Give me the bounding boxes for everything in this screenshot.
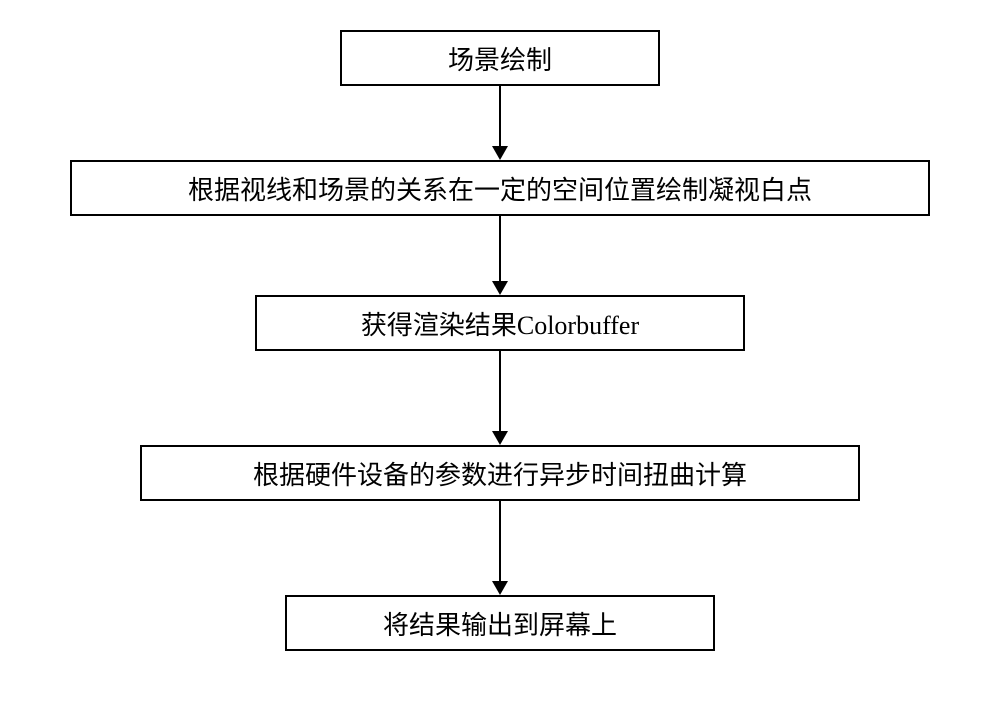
node-label: 场景绘制 — [448, 40, 552, 77]
node-label: 将结果输出到屏幕上 — [383, 605, 617, 642]
arrow-head-icon — [492, 431, 508, 445]
flowchart-node-3: 获得渲染结果Colorbuffer — [255, 295, 745, 351]
flowchart-arrow-1 — [492, 86, 508, 160]
flowchart-arrow-2 — [492, 216, 508, 295]
arrow-head-icon — [492, 581, 508, 595]
arrow-line — [499, 86, 501, 146]
arrow-line — [499, 501, 501, 581]
node-label: 根据视线和场景的关系在一定的空间位置绘制凝视白点 — [188, 170, 812, 207]
arrow-head-icon — [492, 281, 508, 295]
arrow-head-icon — [492, 146, 508, 160]
node-label: 根据硬件设备的参数进行异步时间扭曲计算 — [253, 455, 747, 492]
flowchart-arrow-3 — [492, 351, 508, 445]
flowchart-arrow-4 — [492, 501, 508, 595]
flowchart-container: 场景绘制 根据视线和场景的关系在一定的空间位置绘制凝视白点 获得渲染结果Colo… — [70, 30, 930, 651]
flowchart-node-4: 根据硬件设备的参数进行异步时间扭曲计算 — [140, 445, 860, 501]
arrow-line — [499, 216, 501, 281]
flowchart-node-2: 根据视线和场景的关系在一定的空间位置绘制凝视白点 — [70, 160, 930, 216]
arrow-line — [499, 351, 501, 431]
node-label: 获得渲染结果Colorbuffer — [361, 305, 639, 342]
flowchart-node-5: 将结果输出到屏幕上 — [285, 595, 715, 651]
flowchart-node-1: 场景绘制 — [340, 30, 660, 86]
